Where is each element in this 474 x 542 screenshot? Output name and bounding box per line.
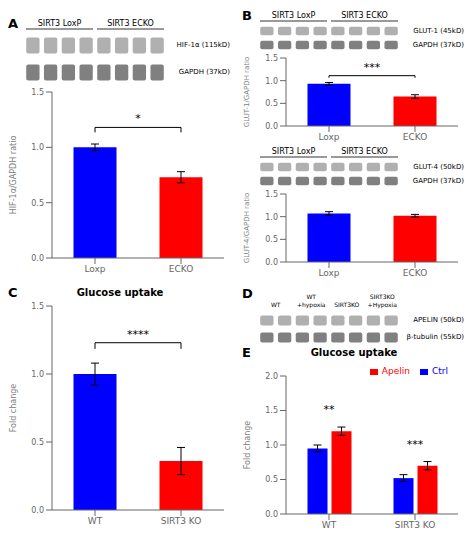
svg-text:1.0: 1.0 bbox=[265, 441, 278, 450]
svg-text:D: D bbox=[242, 286, 253, 301]
svg-text:APELIN (50kD): APELIN (50kD) bbox=[413, 316, 464, 324]
svg-text:GAPDH (37kD): GAPDH (37kD) bbox=[413, 177, 464, 185]
svg-text:Loxp: Loxp bbox=[318, 132, 339, 142]
svg-text:***: *** bbox=[364, 61, 381, 74]
html-text:C: C bbox=[8, 285, 18, 300]
svg-text:0.0: 0.0 bbox=[265, 122, 278, 131]
svg-text:SIRT3 ECKO: SIRT3 ECKO bbox=[107, 19, 154, 28]
svg-text:0.0: 0.0 bbox=[31, 506, 44, 515]
html-text:Glucose uptake: Glucose uptake bbox=[310, 347, 398, 358]
svg-text:HIF-1α/GAPDH ratio: HIF-1α/GAPDH ratio bbox=[9, 136, 18, 215]
svg-text:SIRT3 LoxP: SIRT3 LoxP bbox=[272, 147, 316, 156]
svg-text:GAPDH (37kD): GAPDH (37kD) bbox=[179, 68, 230, 76]
svg-text:Fold change: Fold change bbox=[243, 421, 252, 470]
svg-text:1.5: 1.5 bbox=[265, 406, 278, 415]
svg-text:SIRT3 KO: SIRT3 KO bbox=[161, 516, 202, 526]
svg-text:ECKO: ECKO bbox=[403, 268, 427, 278]
svg-text:SIRT3 ECKO: SIRT3 ECKO bbox=[341, 147, 388, 156]
svg-text:HIF-1α (115kD): HIF-1α (115kD) bbox=[177, 41, 231, 49]
svg-text:SIRT3KO: SIRT3KO bbox=[334, 301, 359, 308]
svg-text:WT: WT bbox=[271, 301, 281, 308]
svg-text:****: **** bbox=[127, 328, 150, 341]
svg-text:1.0: 1.0 bbox=[265, 77, 278, 86]
svg-text:0.0: 0.0 bbox=[265, 258, 278, 267]
svg-text:Loxp: Loxp bbox=[84, 264, 105, 274]
svg-text:Fold change: Fold change bbox=[9, 384, 18, 433]
svg-text:β-tubulin (55kD): β-tubulin (55kD) bbox=[407, 333, 465, 341]
svg-text:SIRT3 ECKO: SIRT3 ECKO bbox=[341, 11, 388, 20]
svg-text:1.5: 1.5 bbox=[265, 190, 278, 199]
svg-text:A: A bbox=[8, 16, 18, 31]
svg-text:ECKO: ECKO bbox=[169, 264, 193, 274]
svg-text:0.0: 0.0 bbox=[265, 510, 278, 519]
svg-text:GAPDH (37kD): GAPDH (37kD) bbox=[413, 41, 464, 49]
svg-text:B: B bbox=[242, 8, 252, 23]
svg-text:WT+hypoxia: WT+hypoxia bbox=[297, 293, 326, 309]
svg-text:0.5: 0.5 bbox=[31, 199, 44, 208]
svg-text:1.0: 1.0 bbox=[265, 213, 278, 222]
html-text:E: E bbox=[242, 345, 251, 360]
svg-text:GLUT-1 (45kD): GLUT-1 (45kD) bbox=[413, 27, 464, 35]
svg-text:0.5: 0.5 bbox=[265, 235, 278, 244]
svg-text:1.0: 1.0 bbox=[31, 370, 44, 379]
svg-text:GLUT-4/GAPDH ratio: GLUT-4/GAPDH ratio bbox=[243, 193, 251, 264]
svg-text:SIRT3 KO: SIRT3 KO bbox=[395, 520, 436, 530]
svg-text:1.5: 1.5 bbox=[31, 88, 44, 97]
svg-text:SIRT3 LoxP: SIRT3 LoxP bbox=[272, 11, 316, 20]
svg-text:ECKO: ECKO bbox=[403, 132, 427, 142]
svg-text:*: * bbox=[135, 112, 141, 125]
svg-text:**: ** bbox=[324, 403, 336, 416]
svg-text:0.5: 0.5 bbox=[31, 438, 44, 447]
svg-text:1.5: 1.5 bbox=[31, 302, 44, 311]
svg-text:GLUT-4 (50kD): GLUT-4 (50kD) bbox=[413, 163, 464, 171]
svg-text:SIRT3KO+Hypoxia: SIRT3KO+Hypoxia bbox=[368, 293, 398, 309]
svg-text:SIRT3 LoxP: SIRT3 LoxP bbox=[38, 19, 82, 28]
html-text:Apelin: Apelin bbox=[381, 366, 410, 376]
svg-text:0.0: 0.0 bbox=[31, 254, 44, 263]
svg-text:2.0: 2.0 bbox=[265, 372, 278, 381]
svg-text:1.5: 1.5 bbox=[265, 54, 278, 63]
svg-text:GLUT-1/GAPDH ratio: GLUT-1/GAPDH ratio bbox=[243, 57, 251, 128]
svg-text:WT: WT bbox=[88, 516, 103, 526]
html-text:Ctrl: Ctrl bbox=[432, 366, 448, 376]
svg-text:0.5: 0.5 bbox=[265, 99, 278, 108]
svg-text:***: *** bbox=[407, 438, 424, 451]
svg-text:0.5: 0.5 bbox=[265, 475, 278, 484]
svg-text:WT: WT bbox=[322, 520, 337, 530]
svg-text:1.0: 1.0 bbox=[31, 143, 44, 152]
svg-text:Loxp: Loxp bbox=[318, 268, 339, 278]
html-text:Glucose uptake: Glucose uptake bbox=[76, 287, 164, 298]
